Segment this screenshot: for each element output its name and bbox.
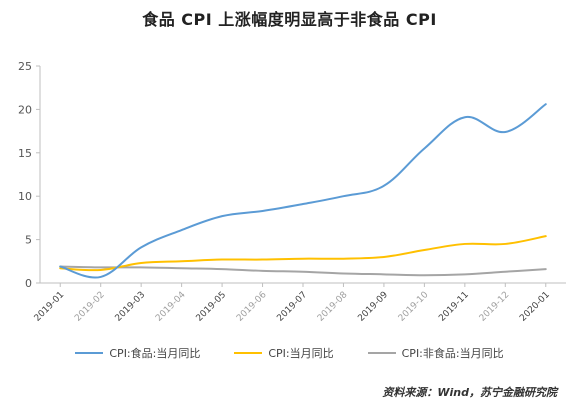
legend-label: CPI:非食品:当月同比 <box>401 347 504 360</box>
series-path <box>59 103 547 279</box>
y-tick-label: 10 <box>18 190 32 203</box>
legend-item: CPI:食品:当月同比 <box>75 345 200 361</box>
y-tick-label: 5 <box>25 234 32 247</box>
legend-item: CPI:当月同比 <box>234 345 334 361</box>
y-tick-label: 15 <box>18 147 32 160</box>
legend-label: CPI:当月同比 <box>268 347 334 360</box>
y-tick-label: 0 <box>25 277 32 290</box>
x-tick-label: 2019-11 <box>437 290 471 324</box>
y-tick-label: 20 <box>18 103 32 116</box>
legend-item: CPI:非食品:当月同比 <box>367 345 504 361</box>
chart-title: 食品 CPI 上涨幅度明显高于非食品 CPI <box>142 10 437 29</box>
source-note: 资料来源：Wind，苏宁金融研究院 <box>382 386 557 399</box>
x-tick-label: 2019-01 <box>33 290 67 324</box>
x-tick-label: 2019-06 <box>235 290 269 324</box>
x-tick-label: 2019-12 <box>478 290 512 324</box>
legend-swatch <box>234 352 263 354</box>
series-path <box>59 265 547 277</box>
x-tick-label: 2019-08 <box>316 290 350 324</box>
x-tick-label: 2019-07 <box>275 290 309 324</box>
series-line-cpi <box>59 235 547 272</box>
legend-swatch <box>367 352 396 354</box>
x-tick-label: 2019-05 <box>195 290 229 324</box>
y-tick-label: 25 <box>18 60 32 73</box>
x-tick-label: 2019-10 <box>397 290 431 324</box>
series-line-food-cpi <box>59 103 547 279</box>
x-tick-label: 2019-09 <box>356 290 390 324</box>
legend-swatch <box>75 352 104 354</box>
x-tick-label: 2019-04 <box>154 290 188 324</box>
x-tick-label: 2020-01 <box>518 290 552 324</box>
legend-label: CPI:食品:当月同比 <box>109 347 201 360</box>
chart-legend: CPI:食品:当月同比 CPI:当月同比 CPI:非食品:当月同比 <box>0 345 579 361</box>
x-tick-label: 2019-02 <box>73 290 107 324</box>
x-tick-label: 2019-03 <box>114 290 148 324</box>
series-line-nonfood-cpi <box>59 265 547 277</box>
